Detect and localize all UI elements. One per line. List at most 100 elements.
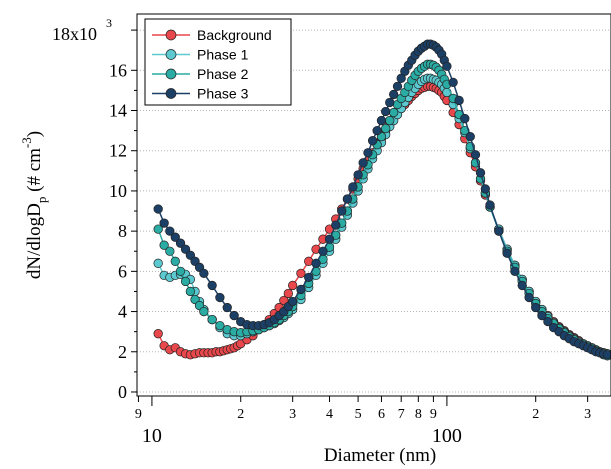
y-axis-label: dN/dlogDp (# cm-3) [19,131,49,279]
data-point [175,238,186,248]
data-point [442,61,452,71]
y-axis-label-exp: -3 [19,137,34,148]
y-axis-label-main: dN/dlogD [24,203,45,279]
x-minor-tick-label: 9 [430,407,437,422]
legend-label: Background [197,27,272,43]
y-axis-label-sub: p [34,197,49,204]
data-point [358,158,368,168]
data-point [215,320,225,331]
data-point [153,224,163,234]
data-point [207,280,217,291]
y-scale-label: 18x10 3 [52,16,112,44]
x-minor-tick-label: 3 [289,407,296,422]
data-point [185,286,196,297]
x-minor-tick-label: 2 [532,407,539,422]
legend-label: Phase 2 [197,66,249,82]
x-major-tick-label: 100 [432,425,462,447]
data-point [207,314,217,325]
data-point [502,248,512,258]
data-point [470,150,481,160]
data-point [170,256,180,266]
data-point [159,240,169,250]
data-point [153,204,163,214]
legend-marker [165,49,177,60]
data-point [381,123,391,134]
legend-entries: Background Phase 1 Phase 2 Phase 3 [152,27,272,102]
data-point [175,266,186,276]
data-point [215,292,225,303]
y-tick-label: 0 [118,382,127,402]
data-point [222,302,232,313]
data-point [517,280,527,291]
data-point [524,292,534,303]
y-axis: 0 2 4 6 8 10 12 14 16 [109,29,137,402]
data-point [367,136,378,146]
plot-area-frame [136,13,611,397]
x-minor-tick-label: 8 [415,407,422,422]
data-point [342,194,353,204]
data-point [381,106,391,117]
data-point [304,272,314,283]
x-minor-tick-label: 7 [398,407,405,422]
data-point [229,310,239,321]
x-axis-label: Diameter (nm) [324,445,436,466]
data-point [296,268,306,279]
data-point [392,81,403,92]
data-point [494,226,504,236]
data-point [537,310,547,321]
legend-marker [165,88,177,99]
data-point [376,115,387,126]
legend-label: Phase 3 [197,86,249,102]
data-point [460,113,470,124]
data-point [531,302,541,313]
data-point [283,288,293,299]
x-minor-tick-label: 4 [326,407,333,422]
y-scale-label-exponent: 3 [106,16,112,30]
y-scale-label-base: 18x10 [52,24,97,44]
y-tick-label: 4 [118,302,127,322]
data-point [543,316,553,327]
y-tick-label: 8 [118,221,127,241]
data-point [465,131,475,142]
data-point [602,350,611,360]
data-point [180,276,191,287]
data-point [180,244,191,254]
data-point [353,170,363,180]
data-point [324,234,335,244]
data-point [153,329,163,339]
series-phase-3 [153,39,611,360]
data-point [510,266,520,276]
data-point [331,220,341,230]
data-point [385,97,395,108]
data-point [170,232,180,242]
data-point [199,268,209,279]
legend-label: Phase 1 [197,47,249,63]
data-point [485,200,495,210]
legend-marker [165,68,177,80]
data-point [448,77,458,88]
y-tick-label: 10 [109,181,127,201]
data-point [165,226,175,236]
legend-marker [165,29,177,41]
data-point [475,168,486,178]
x-minor-tick-label: 9 [135,407,142,422]
x-minor-tick-label: 5 [355,407,362,422]
data-point [311,258,321,268]
data-point [288,280,298,291]
y-tick-label: 6 [118,261,127,281]
series-group [153,39,611,361]
data-point [199,306,209,317]
data-point [337,206,347,216]
y-tick-label: 2 [118,342,127,362]
x-minor-tick-label: 3 [584,407,591,422]
x-minor-tick-label: 2 [237,407,244,422]
data-point [159,218,169,228]
x-major-tick-label: 10 [142,425,162,447]
y-tick-label: 14 [109,101,127,121]
y-axis-label-close: ) [24,131,45,137]
data-point [389,107,399,118]
data-point [348,182,358,192]
data-point [385,115,395,126]
